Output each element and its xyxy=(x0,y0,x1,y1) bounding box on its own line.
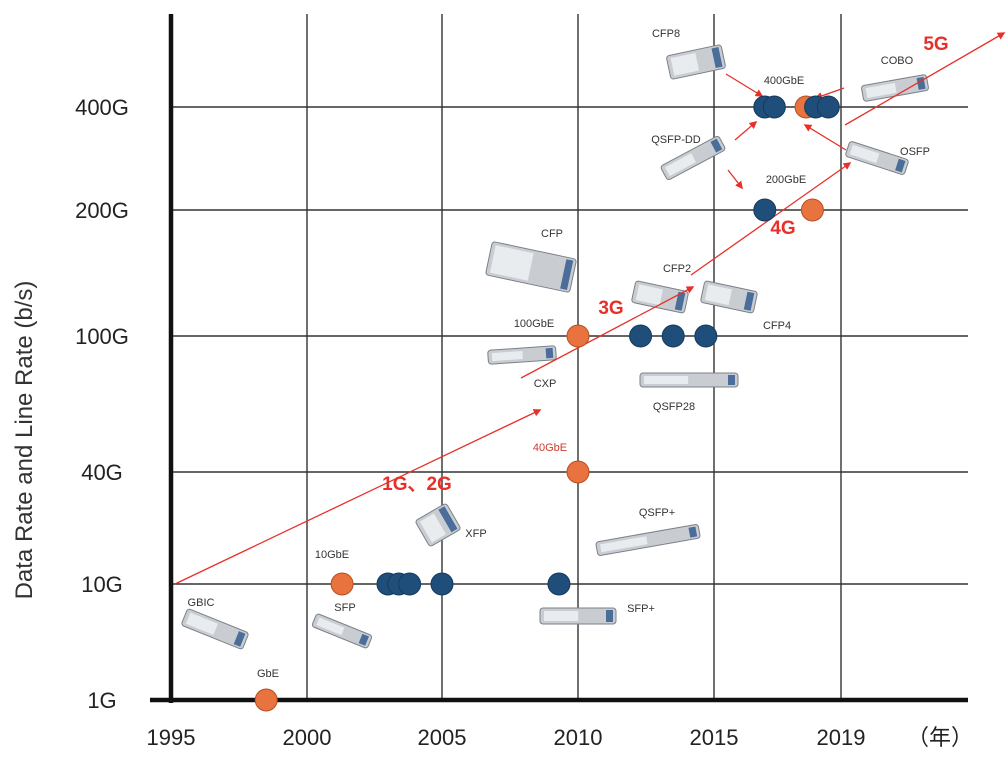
blue-data-point xyxy=(762,95,786,119)
blue-data-point xyxy=(629,324,653,348)
module-label: SFP xyxy=(334,602,355,614)
y-axis-label: Data Rate and Line Rate (b/s) xyxy=(11,281,38,600)
blue-data-point xyxy=(430,572,454,596)
trend-arrow xyxy=(814,87,845,100)
x-tick-label: 1995 xyxy=(147,725,196,750)
osfp-module-image xyxy=(845,141,909,175)
xfp-module-image xyxy=(415,503,461,547)
trend-arrow xyxy=(734,120,758,141)
module-label: GbE xyxy=(257,668,279,680)
module-label: 10GbE xyxy=(315,549,349,561)
module-label: 200GbE xyxy=(766,174,806,186)
blue-data-point xyxy=(547,572,571,596)
sfp-plus-module-image xyxy=(539,607,617,625)
module-label: CFP8 xyxy=(652,28,680,40)
grid xyxy=(171,14,968,700)
cxp-module-image xyxy=(487,345,557,365)
x-tick-label: 2010 xyxy=(554,725,603,750)
generation-label: 5G xyxy=(923,34,948,55)
module-label: 40GbE xyxy=(533,442,567,454)
module-label: 100GbE xyxy=(514,318,554,330)
blue-data-point xyxy=(753,198,777,222)
generation-label: 4G xyxy=(770,218,795,239)
y-tick-label: 10G xyxy=(81,572,123,597)
x-unit-label: （年） xyxy=(907,725,973,750)
cfp8-module-image xyxy=(666,44,726,80)
y-tick-label: 100G xyxy=(75,324,129,349)
orange-data-point xyxy=(566,324,590,348)
module-label: COBO xyxy=(881,55,914,67)
trend-arrow xyxy=(727,169,743,190)
qsfp28-module-image xyxy=(639,372,739,388)
qsfp-dd-module-image xyxy=(660,136,726,180)
blue-data-point xyxy=(398,572,422,596)
generation-label: 1G、2G xyxy=(382,474,452,495)
module-label: SFP+ xyxy=(627,603,655,615)
x-tick-label: 2005 xyxy=(418,725,467,750)
y-tick-label: 400G xyxy=(75,95,129,120)
orange-data-point xyxy=(330,572,354,596)
module-label: QSFP-DD xyxy=(651,134,701,146)
cfp4-module-image xyxy=(700,280,758,314)
x-tick-label: 2015 xyxy=(690,725,739,750)
module-label: GBIC xyxy=(188,597,215,609)
module-label: QSFP+ xyxy=(639,507,675,519)
module-label: CFP2 xyxy=(663,263,691,275)
trend-arrow xyxy=(803,124,847,151)
x-tick-label: 2000 xyxy=(283,725,332,750)
module-label: QSFP28 xyxy=(653,401,695,413)
cfp2-module-image xyxy=(631,280,689,314)
module-label: OSFP xyxy=(900,146,930,158)
qsfp-plus-module-image xyxy=(595,524,701,556)
data-points xyxy=(254,95,840,712)
trend-arrow xyxy=(844,32,1006,126)
module-label: 400GbE xyxy=(764,75,804,87)
orange-data-point xyxy=(566,460,590,484)
module-label: CFP xyxy=(541,228,563,240)
gbic-module-image xyxy=(181,608,249,650)
trend-arrow xyxy=(174,409,542,585)
cfp-module-image xyxy=(485,241,577,293)
axes xyxy=(150,14,968,703)
y-tick-label: 200G xyxy=(75,198,129,223)
cobo-module-image xyxy=(861,74,929,102)
y-tick-label: 1G xyxy=(87,688,116,713)
y-tick-label: 40G xyxy=(81,460,123,485)
annotation-labels: 1G、2G 3G 4G 5G CFP8 400GbE COBO QSFP-DD OSFP 200G… xyxy=(188,28,949,680)
trend-arrow xyxy=(725,73,764,97)
trend-arrows xyxy=(174,32,1006,585)
module-label: CXP xyxy=(534,378,557,390)
blue-data-point xyxy=(661,324,685,348)
module-label: XFP xyxy=(465,528,486,540)
blue-data-point xyxy=(816,95,840,119)
generation-label: 3G xyxy=(598,298,623,319)
module-label: CFP4 xyxy=(763,320,791,332)
x-axis-ticks: 1995 2000 2005 2010 2015 2019 （年） xyxy=(147,725,973,750)
blue-data-point xyxy=(694,324,718,348)
orange-data-point xyxy=(800,198,824,222)
x-tick-label: 2019 xyxy=(817,725,866,750)
module-images xyxy=(181,44,929,650)
y-axis-ticks: 1G 10G 40G 100G 200G 400G xyxy=(75,95,129,713)
orange-data-point xyxy=(254,688,278,712)
sfp-module-image xyxy=(311,613,373,649)
trend-arrow xyxy=(520,286,695,379)
